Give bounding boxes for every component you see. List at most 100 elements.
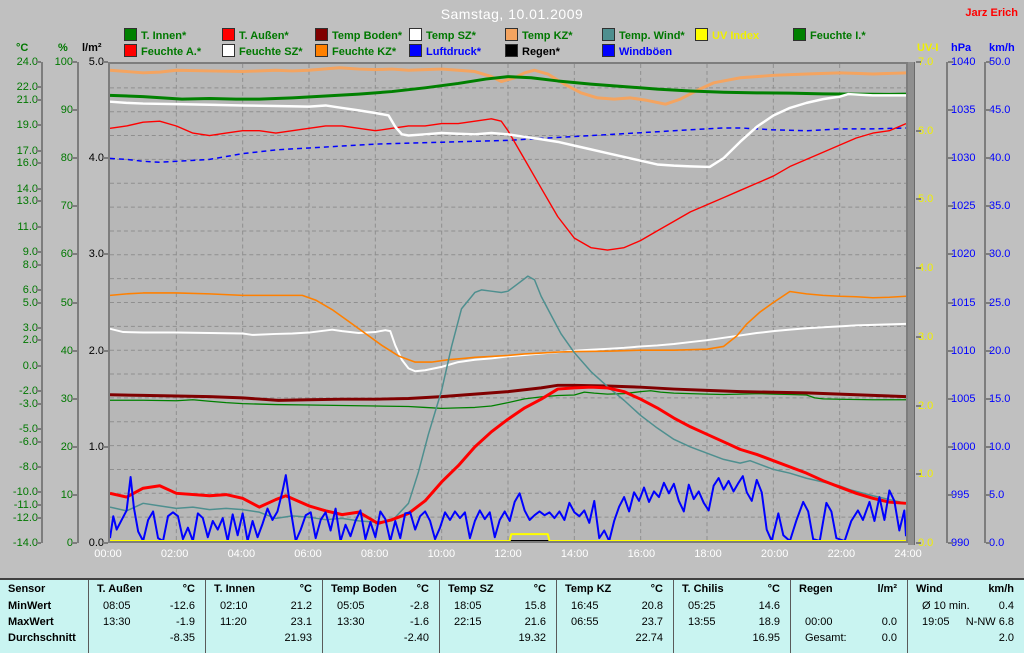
lm2-tick-mark [103, 445, 108, 448]
hpa-tick-mark [948, 109, 953, 112]
series-windb-en [110, 474, 906, 541]
kmh-tick-mark [986, 542, 991, 544]
kmh-tick-mark [986, 205, 991, 208]
legend-swatch-icon [793, 28, 806, 41]
table-header-cell: °C [299, 583, 312, 595]
pct-tick-mark [72, 349, 77, 352]
kmh-tick-label: 5.0 [989, 488, 1005, 501]
series-t-au-en [110, 385, 906, 525]
time-tick-label: 00:00 [94, 548, 122, 560]
legend-swatch-icon [409, 44, 422, 57]
table-cell: 13:30 [337, 616, 365, 628]
legend-item-temp-sz: Temp SZ* [409, 28, 476, 42]
table-column-wind: Wind km/h Ø 10 min. 0.4 19:05 N-NW 6.8 2.0 [907, 580, 1024, 653]
temp-tick-mark [36, 124, 41, 127]
lm2-tick-label: 1.0 [88, 440, 104, 453]
series-t-innen [110, 75, 906, 101]
pct-tick-mark [72, 397, 77, 400]
hpa-tick-label: 1035 [951, 104, 976, 117]
legend-label: Feuchte I.* [810, 30, 866, 42]
time-tick-label: 04:00 [227, 548, 256, 560]
table-cell: 15.8 [524, 600, 546, 612]
legend-item-feuchte-kz: Feuchte KZ* [315, 44, 396, 58]
table-cell: 23.7 [641, 616, 663, 628]
hpa-axis-header: hPa [951, 42, 972, 54]
table-cell: 16.95 [752, 632, 780, 644]
temp-tick-label: 24.0 [16, 56, 38, 68]
table-cell: -8.35 [169, 632, 195, 644]
kmh-tick-mark [986, 445, 991, 448]
author-label: Jarz Erich [965, 7, 1018, 19]
table-cell: -2.40 [403, 632, 429, 644]
pct-tick-label: 70 [60, 200, 73, 213]
legend-label: Luftdruck* [426, 46, 481, 58]
table-cell: 21.2 [290, 600, 312, 612]
temp-tick-mark [36, 491, 41, 494]
kmh-tick-mark [986, 253, 991, 256]
table-header-cell: Wind [916, 583, 943, 595]
legend-item-regen: Regen* [505, 44, 560, 58]
table-cell: 06:55 [571, 616, 599, 628]
time-tick-label: 06:00 [294, 548, 322, 560]
hpa-tick-label: 990 [951, 537, 970, 549]
table-cell: Gesamt: [805, 632, 847, 644]
table-header-cell: °C [182, 583, 195, 595]
temp-tick-label: 22.0 [16, 81, 38, 94]
legend-swatch-icon [222, 44, 235, 57]
table-header-cell: l/m² [877, 583, 897, 595]
hpa-tick-mark [948, 205, 953, 208]
plot-right-border [908, 62, 915, 545]
temp-tick-label: 5.0 [22, 296, 38, 309]
legend-swatch-icon [409, 28, 422, 41]
temp-tick-mark [36, 542, 41, 544]
hpa-tick-mark [948, 253, 953, 256]
table-cell: 22.74 [635, 632, 663, 644]
pct-tick-label: 40 [60, 344, 73, 357]
table-cell: 05:25 [688, 600, 716, 612]
temp-tick-label: 8.0 [22, 258, 38, 271]
table-cell: 08:05 [103, 600, 131, 612]
legend-label: T. Außen* [239, 30, 289, 42]
temp-tick-label: 13.0 [16, 195, 38, 208]
temp-tick-label: -8.0 [19, 461, 38, 474]
pct-tick-mark [72, 109, 77, 112]
series-feuchte-i [110, 390, 906, 410]
lm2-tick-mark [103, 253, 108, 256]
temp-tick-mark [36, 225, 41, 228]
lm2-tick-mark [103, 157, 108, 160]
hpa-tick-label: 1005 [951, 392, 976, 405]
pct-tick-mark [72, 493, 77, 496]
table-column-t-chilis: T. Chilis °C 05:25 14.6 13:55 18.9 16.95 [673, 580, 790, 653]
table-cell: 0.4 [998, 600, 1014, 612]
kmh-tick-mark [986, 301, 991, 304]
table-cell: 2.0 [998, 632, 1014, 644]
lm2-tick-mark [103, 61, 108, 63]
lm2-tick-label: 0.0 [88, 537, 104, 549]
table-header-cell: km/h [988, 583, 1014, 595]
pct-tick-label: 100 [54, 56, 73, 68]
temp-tick-mark [36, 187, 41, 190]
time-tick-label: 22:00 [827, 548, 856, 560]
time-tick-label: 14:00 [560, 548, 589, 560]
legend-label: UV Index [712, 30, 760, 42]
table-cell: 23.1 [290, 616, 312, 628]
legend-label: Temp. Wind* [619, 30, 685, 42]
hpa-tick-label: 1010 [951, 344, 976, 357]
uv-tick-label: 0.0 [918, 537, 934, 549]
lm2-tick-label: 3.0 [88, 248, 104, 261]
lm2-tick-mark [103, 349, 108, 352]
legend-item-feuchte-sz: Feuchte SZ* [222, 44, 303, 58]
pct-tick-label: 60 [60, 248, 73, 261]
uv-tick-mark [916, 267, 921, 270]
table-cell: 0.0 [881, 616, 897, 628]
hpa-tick-label: 1040 [951, 56, 976, 68]
uv-tick-label: 4.0 [918, 262, 934, 275]
legend-swatch-icon [602, 28, 615, 41]
kmh-axis-line [984, 62, 986, 543]
legend-item-temp-kz: Temp KZ* [505, 28, 573, 42]
uv-tick-mark [916, 542, 921, 544]
kmh-tick-label: 30.0 [989, 248, 1011, 261]
pct-tick-mark [72, 205, 77, 208]
chart-canvas [110, 64, 906, 541]
